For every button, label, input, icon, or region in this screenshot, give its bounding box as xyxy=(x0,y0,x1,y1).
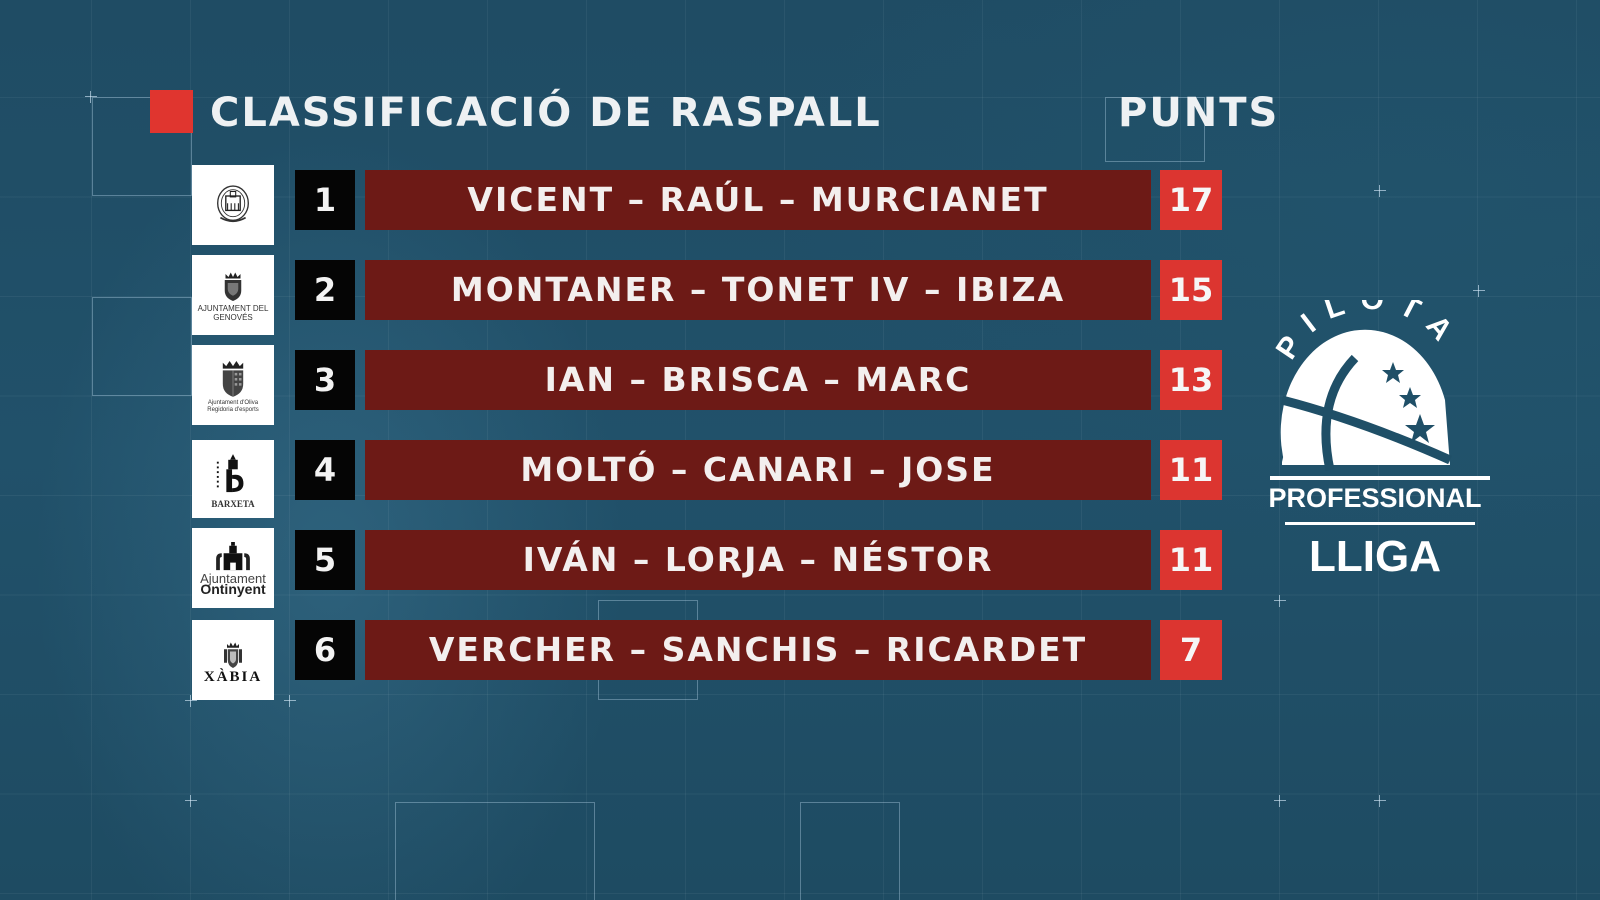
grid-box xyxy=(1105,97,1205,162)
grid-box xyxy=(92,97,192,196)
team-name-bar: VERCHER – SANCHIS – RICARDET xyxy=(365,620,1151,680)
sponsor-logo-caption: Ajuntament d'Oliva Regidoria d'esports xyxy=(207,400,259,413)
sponsor-logo: Ajuntament d'Oliva Regidoria d'esports xyxy=(192,345,274,425)
standings-row: Ajuntament d'Oliva Regidoria d'esports 3… xyxy=(0,345,1600,425)
position-badge: 4 xyxy=(295,440,355,500)
points-column-header: PUNTS xyxy=(1118,90,1280,136)
points-badge: 7 xyxy=(1160,620,1222,680)
sponsor-logo: XÀBIA xyxy=(192,620,274,700)
team-name-bar: IAN – BRISCA – MARC xyxy=(365,350,1151,410)
position-badge: 3 xyxy=(295,350,355,410)
sponsor-logo: BARXETA xyxy=(192,440,274,518)
team-name-bar: MONTANER – TONET IV – IBIZA xyxy=(365,260,1151,320)
league-logo: PILOTA PROFESSIONAL LLIGA xyxy=(1260,300,1510,600)
grid-cross-icon xyxy=(1374,795,1386,807)
team-name-bar: IVÁN – LORJA – NÉSTOR xyxy=(365,530,1151,590)
tower-b-icon xyxy=(216,453,244,492)
grid-cross-icon xyxy=(85,91,97,103)
grid-cross-icon xyxy=(1274,795,1286,807)
sponsor-logo-caption: Ajuntament xyxy=(200,571,266,586)
team-name-bar: MOLTÓ – CANARI – JOSE xyxy=(365,440,1151,500)
league-logo-divider xyxy=(1270,476,1490,480)
grid-box xyxy=(800,802,900,900)
points-badge: 11 xyxy=(1160,440,1222,500)
sponsor-logo-caption: AJUNTAMENT DEL GENOVÉS xyxy=(197,304,269,322)
position-badge: 6 xyxy=(295,620,355,680)
crest-icon xyxy=(217,185,249,223)
points-badge: 11 xyxy=(1160,530,1222,590)
points-badge: 13 xyxy=(1160,350,1222,410)
position-badge: 2 xyxy=(295,260,355,320)
page-title: CLASSIFICACIÓ DE RASPALL xyxy=(210,90,882,136)
sponsor-logo xyxy=(192,165,274,245)
sponsor-logo: AJUNTAMENT DEL GENOVÉS xyxy=(192,255,274,335)
sponsor-logo: Ajuntament Ontinyent xyxy=(192,528,274,608)
position-badge: 1 xyxy=(295,170,355,230)
standings-row: BARXETA 4 MOLTÓ – CANARI – JOSE 11 xyxy=(0,435,1600,518)
crest-icon xyxy=(224,642,242,668)
standings-row: 1 VICENT – RAÚL – MURCIANET 17 xyxy=(0,165,1600,245)
grid-cross-icon xyxy=(1473,285,1485,297)
pilota-ball-icon: PILOTA xyxy=(1270,300,1454,471)
standings-row: XÀBIA 6 VERCHER – SANCHIS – RICARDET 7 xyxy=(0,615,1600,700)
standings-row: AJUNTAMENT DEL GENOVÉS 2 MONTANER – TONE… xyxy=(0,255,1600,335)
sponsor-logo-caption: BARXETA xyxy=(211,498,255,509)
grid-cross-icon xyxy=(1374,185,1386,197)
crest-icon xyxy=(222,361,244,397)
grid-box xyxy=(92,297,192,396)
grid-cross-icon xyxy=(1274,595,1286,607)
league-logo-middle-text: PROFESSIONAL xyxy=(1268,483,1482,513)
grid-box xyxy=(395,802,595,900)
sponsor-logo-caption: Ontinyent xyxy=(200,581,266,597)
points-badge: 15 xyxy=(1160,260,1222,320)
league-logo-divider xyxy=(1285,522,1475,525)
standings-row: Ajuntament Ontinyent 5 IVÁN – LORJA – NÉ… xyxy=(0,525,1600,608)
league-logo-bottom-text: LLIGA xyxy=(1309,532,1441,581)
points-badge: 17 xyxy=(1160,170,1222,230)
grid-cross-icon xyxy=(284,695,296,707)
team-name-bar: VICENT – RAÚL – MURCIANET xyxy=(365,170,1151,230)
grid-cross-icon xyxy=(185,695,197,707)
sponsor-logo-caption: XÀBIA xyxy=(203,668,263,685)
grid-cross-icon xyxy=(185,795,197,807)
crest-icon xyxy=(224,272,242,301)
castle-icon xyxy=(216,542,250,571)
title-marker xyxy=(150,90,193,133)
position-badge: 5 xyxy=(295,530,355,590)
